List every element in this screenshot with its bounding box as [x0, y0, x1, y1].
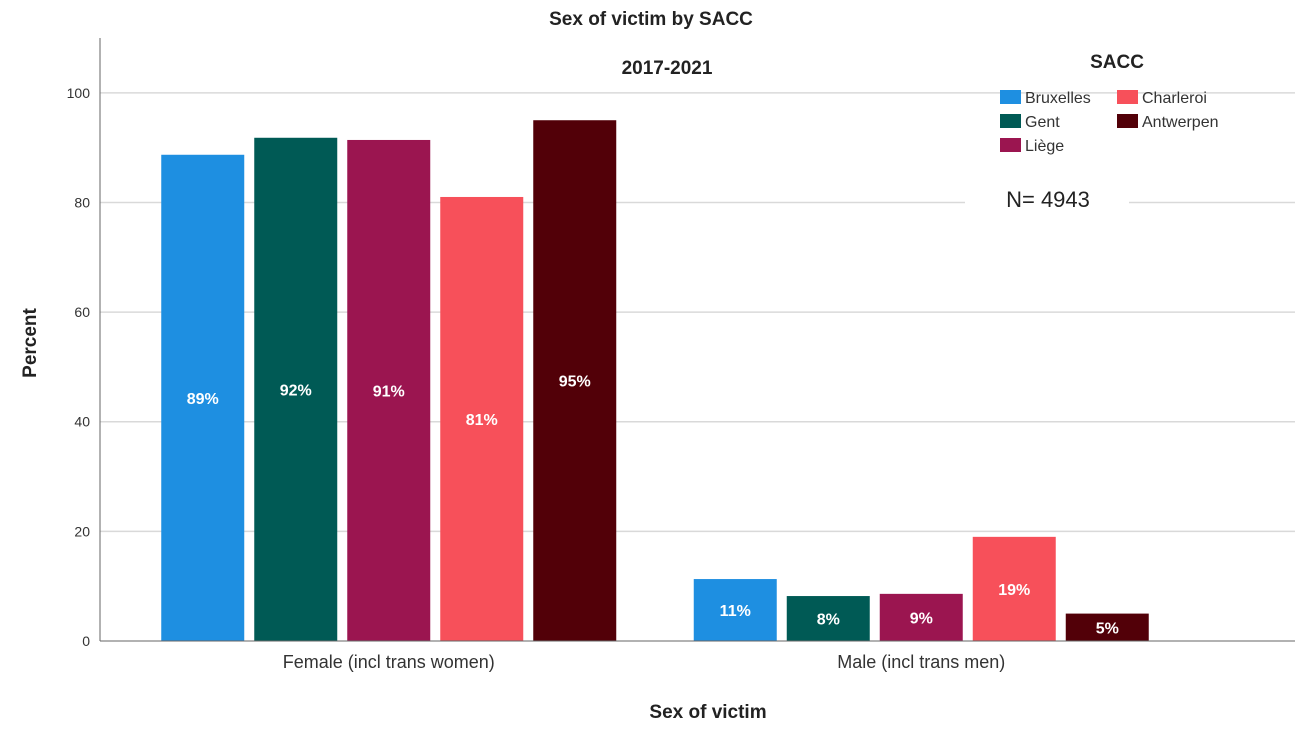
legend-label-charleroi: Charleroi [1142, 90, 1207, 107]
y-tick-label: 0 [82, 633, 90, 649]
y-axis-title: Percent [20, 307, 41, 377]
x-category-labels: Female (incl trans women) Male (incl tran… [283, 652, 1006, 672]
legend-label-antwerpen: Antwerpen [1142, 114, 1219, 131]
bar-antwerpen-female [533, 120, 617, 641]
y-tick-label: 100 [67, 85, 91, 101]
bar-bruxelles-male [693, 579, 777, 641]
legend: SACC Bruxelles Gent Liège Charleroi Antwerpe… [1000, 52, 1219, 155]
bar-value-label: 8% [817, 612, 840, 629]
y-tick-label: 60 [74, 304, 90, 320]
axes [99, 38, 1295, 642]
y-tick-label: 80 [74, 194, 90, 210]
bar-value-label: 92% [280, 382, 312, 399]
legend-swatch-charleroi [1117, 90, 1138, 104]
bar-gent-female [254, 137, 338, 641]
bar-value-label: 11% [720, 603, 751, 620]
bar-gent-male [786, 596, 870, 641]
x-axis-title: Sex of victim [649, 702, 766, 723]
bar-value-label: 89% [187, 391, 219, 408]
legend-swatch-gent [1000, 114, 1021, 128]
sample-size-annotation: N= 4943 [1006, 187, 1090, 212]
legend-label-liège: Liège [1025, 138, 1064, 155]
bar-value-label: 9% [910, 610, 933, 627]
legend-items: Bruxelles Gent Liège Charleroi Antwerpen [1000, 90, 1219, 155]
bar-value-label: 19% [998, 582, 1030, 599]
legend-swatch-antwerpen [1117, 114, 1138, 128]
y-tick-label: 40 [74, 414, 90, 430]
legend-title: SACC [1090, 52, 1144, 73]
y-tick-label: 20 [74, 523, 90, 539]
annotation-background [965, 182, 1129, 218]
bar-value-label: 95% [559, 374, 591, 391]
legend-label-bruxelles: Bruxelles [1025, 90, 1091, 107]
bar-value-label: 81% [466, 412, 498, 429]
x-category-label: Female (incl trans women) [283, 652, 495, 672]
bar-charleroi-male [972, 536, 1056, 641]
chart-subtitle: 2017-2021 [622, 58, 713, 79]
legend-swatch-bruxelles [1000, 90, 1021, 104]
bar-value-label: 5% [1096, 620, 1119, 637]
bars: 89% 92% 91% 81% 95% 11% 8% 9% 19% 5% [161, 120, 1149, 642]
bar-liège-male [879, 593, 963, 641]
legend-swatch-liège [1000, 138, 1021, 152]
bar-bruxelles-female [161, 154, 245, 641]
bar-value-label: 91% [373, 383, 405, 400]
bar-liège-female [347, 139, 431, 641]
bar-antwerpen-male [1065, 613, 1149, 641]
y-tick-labels: 0 20 40 60 80 100 [67, 85, 91, 649]
legend-label-gent: Gent [1025, 114, 1060, 131]
bar-charleroi-female [440, 196, 524, 642]
chart-title: Sex of victim by SACC [549, 9, 753, 30]
x-category-label: Male (incl trans men) [837, 652, 1005, 672]
